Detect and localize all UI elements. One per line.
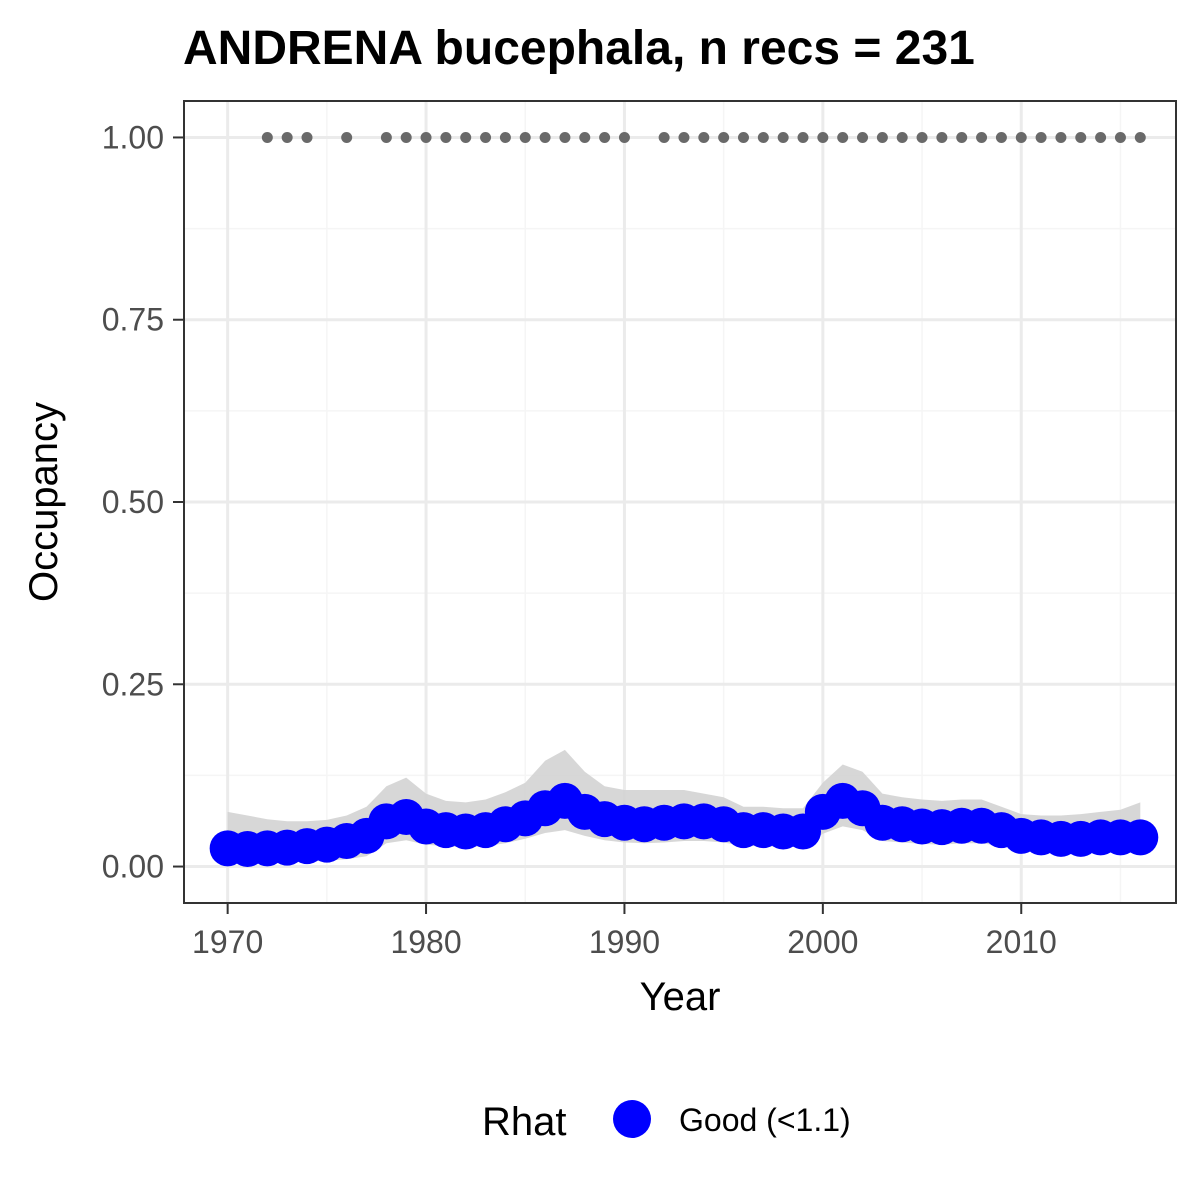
record-point <box>499 131 511 143</box>
x-tick-label: 2000 <box>787 924 858 960</box>
record-point <box>837 131 849 143</box>
legend-key-good <box>613 1100 651 1138</box>
major-gridlines <box>184 101 1176 903</box>
record-point <box>936 131 948 143</box>
record-point <box>797 131 809 143</box>
legend-label-good: Good (<1.1) <box>679 1102 851 1138</box>
record-point <box>1114 131 1126 143</box>
record-point <box>539 131 551 143</box>
record-point <box>896 131 908 143</box>
y-axis-title: Occupancy <box>22 402 66 602</box>
record-point <box>995 131 1007 143</box>
record-point <box>559 131 571 143</box>
record-point <box>420 131 432 143</box>
record-point <box>460 131 472 143</box>
record-point <box>440 131 452 143</box>
record-point <box>1134 131 1146 143</box>
record-point <box>876 131 888 143</box>
record-point <box>301 131 313 143</box>
record-point <box>599 131 611 143</box>
record-point <box>718 131 730 143</box>
record-points-layer <box>261 131 1146 143</box>
record-point <box>341 131 353 143</box>
y-tick-label: 1.00 <box>102 119 164 155</box>
occupancy-series-layer <box>209 782 1159 868</box>
legend: Rhat Good (<1.1) <box>482 1100 851 1144</box>
record-point <box>757 131 769 143</box>
record-point <box>519 131 531 143</box>
x-tick-label: 2010 <box>986 924 1057 960</box>
occupancy-point <box>1122 819 1159 856</box>
x-axis-title: Year <box>640 975 721 1019</box>
chart-title: ANDRENA bucephala, n recs = 231 <box>183 22 975 75</box>
record-point <box>261 131 273 143</box>
legend-title: Rhat <box>482 1100 567 1144</box>
record-point <box>1075 131 1087 143</box>
record-point <box>817 131 829 143</box>
record-point <box>1035 131 1047 143</box>
record-point <box>857 131 869 143</box>
record-point <box>1015 131 1027 143</box>
x-axis-ticks: 1970 1980 1990 2000 2010 <box>192 903 1057 960</box>
record-point <box>737 131 749 143</box>
record-point <box>380 131 392 143</box>
record-point <box>658 131 670 143</box>
y-tick-label: 0.00 <box>102 849 164 885</box>
record-point <box>956 131 968 143</box>
record-point <box>777 131 789 143</box>
record-point <box>698 131 710 143</box>
record-point <box>1095 131 1107 143</box>
record-point <box>678 131 690 143</box>
x-tick-label: 1970 <box>192 924 263 960</box>
y-tick-label: 0.50 <box>102 484 164 520</box>
x-tick-label: 1980 <box>390 924 461 960</box>
record-point <box>618 131 630 143</box>
y-tick-label: 0.75 <box>102 302 164 338</box>
x-tick-label: 1990 <box>589 924 660 960</box>
record-point <box>400 131 412 143</box>
y-tick-label: 0.25 <box>102 666 164 702</box>
record-point <box>480 131 492 143</box>
record-point <box>1055 131 1067 143</box>
y-axis-ticks: 0.00 0.25 0.50 0.75 1.00 <box>102 119 184 885</box>
record-point <box>579 131 591 143</box>
record-point <box>281 131 293 143</box>
record-point <box>916 131 928 143</box>
record-point <box>976 131 988 143</box>
